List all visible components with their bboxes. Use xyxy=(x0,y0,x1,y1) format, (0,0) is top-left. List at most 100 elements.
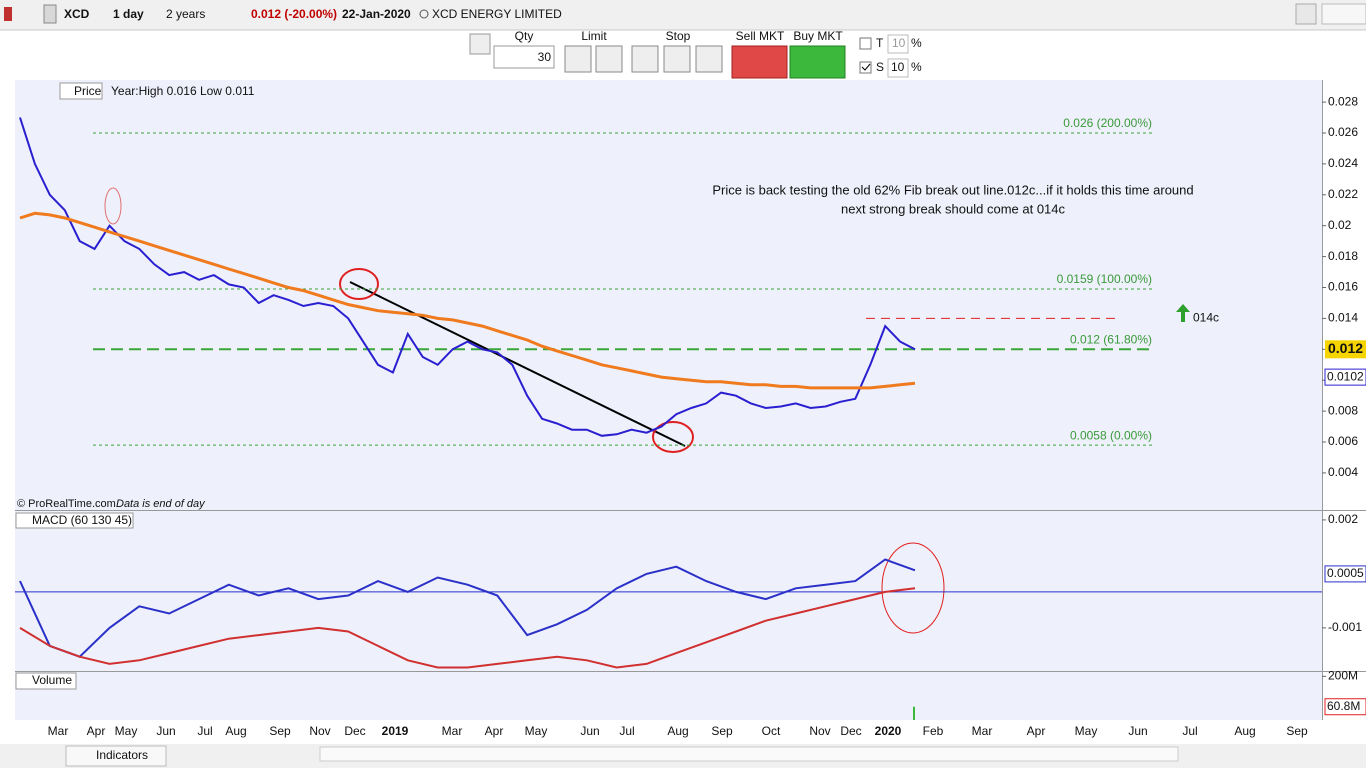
volume-value-label: 60.8M xyxy=(1327,699,1360,713)
macd-value-box xyxy=(1324,565,1366,583)
credit-note: Data is end of day xyxy=(116,498,206,510)
status-dot xyxy=(419,9,429,19)
x-tick-label: Nov xyxy=(809,724,830,738)
interval[interactable]: 1 day xyxy=(113,7,144,21)
symbol[interactable]: XCD xyxy=(64,7,90,21)
x-tick-label: Jun xyxy=(580,724,599,738)
y-tick-label: 0.002 xyxy=(1328,512,1358,526)
y-tick-label: 200M xyxy=(1328,669,1358,683)
t-input[interactable] xyxy=(887,34,909,54)
app-icon xyxy=(4,7,12,21)
macd-line xyxy=(19,587,916,669)
instrument-name: XCD ENERGY LIMITED xyxy=(432,7,562,21)
year-info: Year:High 0.016 Low 0.011 xyxy=(111,84,255,98)
x-tick-label: Mar xyxy=(972,724,993,738)
annotation: Price is back testing the old 62% Fib br… xyxy=(712,182,1193,197)
s-input[interactable] xyxy=(887,58,909,78)
volume-title: Volume xyxy=(32,673,72,687)
x-tick-label: Aug xyxy=(1234,724,1255,738)
sell-button[interactable] xyxy=(731,45,788,79)
x-tick-label: Apr xyxy=(1027,724,1046,738)
stop-3[interactable] xyxy=(695,45,723,73)
y-tick-label: 0.024 xyxy=(1328,156,1358,170)
x-tick-label: May xyxy=(525,724,548,738)
x-tick-label: 2019 xyxy=(382,724,409,738)
s-checkbox[interactable] xyxy=(859,61,872,74)
last-price-box xyxy=(1325,340,1366,359)
circle-annotation xyxy=(652,421,694,453)
price-line xyxy=(19,211,916,390)
circle-annotation xyxy=(881,542,945,634)
macd-tag[interactable] xyxy=(15,512,134,529)
x-tick-label: Feb xyxy=(923,724,944,738)
right-axis xyxy=(1322,80,1366,720)
qty-label: Qty xyxy=(515,29,534,43)
x-tick-label: May xyxy=(115,724,138,738)
x-axis xyxy=(15,720,1366,744)
x-tick-label: Sep xyxy=(269,724,291,738)
x-tick-label: Jun xyxy=(1128,724,1147,738)
annotation: next strong break should come at 014c xyxy=(841,201,1066,216)
price-title: Price xyxy=(74,84,102,98)
price-line xyxy=(19,117,916,437)
s-value[interactable]: 10 xyxy=(891,60,905,74)
stop-label: Stop xyxy=(666,29,691,43)
indicators-label[interactable]: Indicators xyxy=(96,748,148,762)
last-price-label: 0.012 xyxy=(1328,340,1363,356)
x-tick-label: Apr xyxy=(87,724,106,738)
t-value[interactable]: 10 xyxy=(892,36,906,50)
limit-buy[interactable] xyxy=(595,45,623,73)
settings-button[interactable] xyxy=(469,33,491,55)
price-tag[interactable] xyxy=(59,82,103,100)
x-tick-label: Jul xyxy=(619,724,634,738)
stop-1[interactable] xyxy=(631,45,659,73)
y-tick-label: 0.006 xyxy=(1328,434,1358,448)
left-margin xyxy=(0,80,15,740)
symbol-icon[interactable] xyxy=(43,4,57,24)
target-label: 014c xyxy=(1193,311,1219,325)
x-tick-label: Jun xyxy=(156,724,175,738)
x-tick-label: Nov xyxy=(309,724,330,738)
ma-price-box xyxy=(1324,368,1366,386)
volume-bar xyxy=(913,706,915,720)
scrollbar[interactable] xyxy=(319,746,1179,762)
fib-label: 0.026 (200.00%) xyxy=(1063,116,1152,130)
target-arrow xyxy=(1176,304,1190,322)
macd-panel xyxy=(15,511,1322,671)
x-tick-label: Dec xyxy=(840,724,861,738)
limit-sell[interactable] xyxy=(564,45,592,73)
trend-line xyxy=(349,281,686,447)
x-tick-label: Sep xyxy=(1286,724,1308,738)
t-unit: % xyxy=(911,36,922,50)
x-tick-label: Dec xyxy=(344,724,365,738)
last-change: 0.012 (-20.00%) xyxy=(251,7,337,21)
stop-2[interactable] xyxy=(663,45,691,73)
macd-title: MACD (60 130 45) xyxy=(32,513,132,527)
macd-line xyxy=(19,558,916,658)
t-checkbox[interactable] xyxy=(859,37,872,50)
limit-label: Limit xyxy=(581,29,607,43)
volume-tag[interactable] xyxy=(15,672,77,690)
credit: © ProRealTime.com xyxy=(17,498,116,510)
indicators-button[interactable] xyxy=(65,745,167,767)
period[interactable]: 2 years xyxy=(166,7,205,21)
menu-button[interactable] xyxy=(1321,3,1366,25)
volume-panel xyxy=(15,672,1322,720)
refresh-button[interactable] xyxy=(1295,3,1317,25)
date: 22-Jan-2020 xyxy=(342,7,411,21)
qty-value[interactable]: 30 xyxy=(538,50,552,64)
toolbar xyxy=(0,0,1366,30)
y-tick-label: 0.022 xyxy=(1328,187,1358,201)
fib-label: 0.0159 (100.00%) xyxy=(1057,272,1152,286)
buy-button[interactable] xyxy=(789,45,846,79)
macd-value-label: 0.0005 xyxy=(1327,566,1364,580)
s-label: S xyxy=(876,60,884,74)
y-tick-label: 0.004 xyxy=(1328,465,1358,479)
y-tick-label: 0.016 xyxy=(1328,280,1358,294)
y-tick-label: 0.014 xyxy=(1328,311,1358,325)
x-tick-label: Apr xyxy=(485,724,504,738)
plot-layer: 0.028 0.026 0.024 0.022 0.02 0.018 0.016 0.014 0… xyxy=(15,94,1366,738)
x-tick-label: Mar xyxy=(48,724,69,738)
qty-input[interactable] xyxy=(493,45,555,69)
